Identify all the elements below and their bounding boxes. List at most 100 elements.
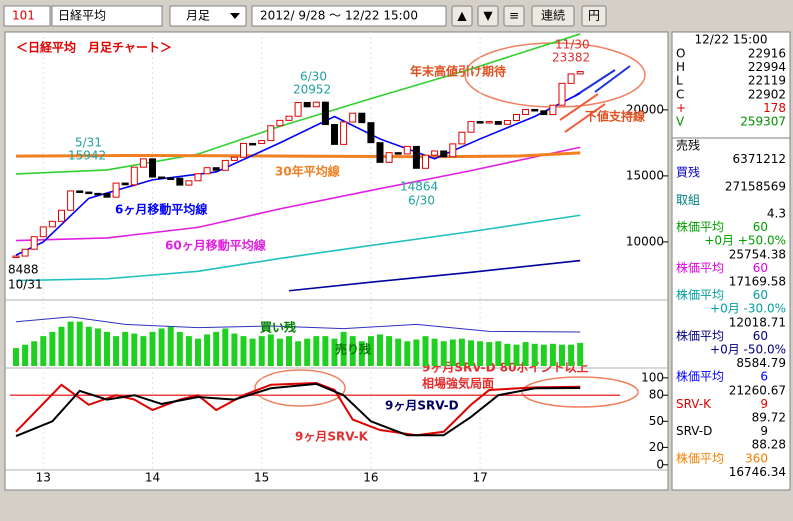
code-field[interactable] — [3, 5, 51, 27]
buy-bar — [477, 341, 484, 366]
info-label: V — [676, 115, 685, 129]
candle — [130, 166, 138, 186]
price-label-value: 23382 — [552, 51, 590, 65]
buy-bar — [531, 343, 538, 366]
buy-bar — [440, 341, 447, 366]
candle — [431, 150, 439, 156]
chart-title: ＜日経平均 月足チャート＞ — [16, 40, 172, 55]
candle — [176, 177, 184, 186]
candle — [312, 101, 320, 108]
x-tick-label: 14 — [145, 471, 160, 485]
candle — [240, 142, 247, 158]
candle — [540, 110, 548, 116]
buy-bar — [149, 331, 156, 366]
candle — [467, 121, 475, 133]
info-label: 買残 — [676, 166, 700, 180]
code: 101 — [12, 9, 35, 23]
x-tick-label: 16 — [363, 471, 378, 485]
y-tick-label: 100 — [641, 370, 664, 384]
price-label-date: 5/31 — [75, 136, 102, 150]
info-value: 22916 — [748, 47, 786, 61]
trend-line — [594, 65, 631, 93]
info-label: 株価平均 — [676, 328, 724, 343]
info-value: 259307 — [740, 115, 786, 129]
info-param: 60 — [753, 288, 768, 302]
buy-bar — [513, 344, 520, 366]
info-label: L — [676, 74, 683, 88]
info-label: + — [676, 101, 686, 115]
toolbar-button[interactable] — [531, 5, 575, 27]
buy-bar — [222, 328, 229, 366]
annotation: 下値支持線 — [585, 109, 645, 124]
candle — [203, 167, 211, 175]
buy-bar — [304, 338, 311, 366]
candle — [403, 145, 411, 155]
buy-bar — [167, 326, 174, 366]
info-param: 60 — [753, 220, 768, 234]
buy-bar — [185, 336, 192, 366]
chart-panel — [4, 31, 669, 491]
price-label-value: 14864 — [400, 180, 438, 194]
price-label-value: 15942 — [68, 149, 106, 163]
info-value: 6371212 — [733, 152, 786, 166]
button-label: ▲ — [457, 9, 467, 23]
buy-bar — [358, 341, 365, 366]
candle — [485, 121, 493, 124]
candle — [522, 108, 530, 115]
annotation: 年末高値引け期待 — [410, 64, 506, 79]
info-label: C — [676, 87, 684, 101]
buy-bar — [377, 334, 383, 366]
support-line — [564, 103, 606, 133]
ma-line — [15, 146, 581, 242]
buy-bar — [131, 333, 138, 366]
candle — [103, 192, 111, 198]
buy-bar — [404, 341, 411, 366]
info-value: 178 — [763, 101, 786, 115]
buy-bar — [231, 333, 238, 366]
buy-bar — [213, 331, 220, 366]
candle — [158, 176, 166, 180]
y-tick-label: 50 — [649, 414, 664, 428]
buy-bar — [276, 338, 283, 366]
candle — [449, 143, 457, 158]
candle — [94, 192, 102, 196]
name: 日経平均 — [58, 9, 106, 23]
period-select[interactable] — [169, 5, 247, 27]
annotation: 9ヶ月SRV-D — [385, 399, 459, 413]
buy-bar — [58, 326, 65, 366]
info-value: 88.28 — [752, 438, 786, 452]
ma-line — [15, 214, 581, 282]
y-tick-label: 20000 — [626, 102, 664, 116]
info-label: 売残 — [676, 138, 700, 153]
buy-bar — [413, 339, 420, 366]
candle — [367, 122, 375, 144]
toolbar-button[interactable] — [581, 5, 607, 27]
candle — [476, 121, 484, 124]
line-label: 60ヶ月移動平均線 — [165, 238, 266, 253]
buy-bar — [540, 344, 547, 366]
info-label: 株価平均 — [676, 219, 724, 234]
buy-bar — [94, 328, 101, 366]
button-label: 円 — [588, 9, 600, 23]
buy-bar — [158, 328, 165, 366]
highlight-ellipse — [521, 376, 639, 408]
name-field[interactable] — [51, 5, 163, 27]
y-tick-label: 10000 — [626, 234, 664, 248]
range-field — [251, 5, 447, 27]
candle — [121, 182, 129, 186]
buy-bar — [313, 336, 320, 366]
toolbar-button[interactable] — [503, 5, 525, 27]
buy-bar — [240, 336, 247, 366]
info-label: H — [676, 60, 685, 74]
toolbar-button[interactable] — [451, 5, 473, 27]
sell-label: 売り残 — [335, 342, 371, 357]
candle — [230, 156, 238, 161]
candle — [194, 173, 202, 182]
buy-label: 買い残 — [260, 320, 296, 335]
buy-bar — [522, 342, 529, 366]
candle — [494, 121, 502, 125]
toolbar-button[interactable] — [477, 5, 499, 27]
y-tick-label: 80 — [649, 388, 664, 402]
buy-bar — [195, 338, 201, 366]
price-label-date: 11/30 — [555, 38, 590, 52]
